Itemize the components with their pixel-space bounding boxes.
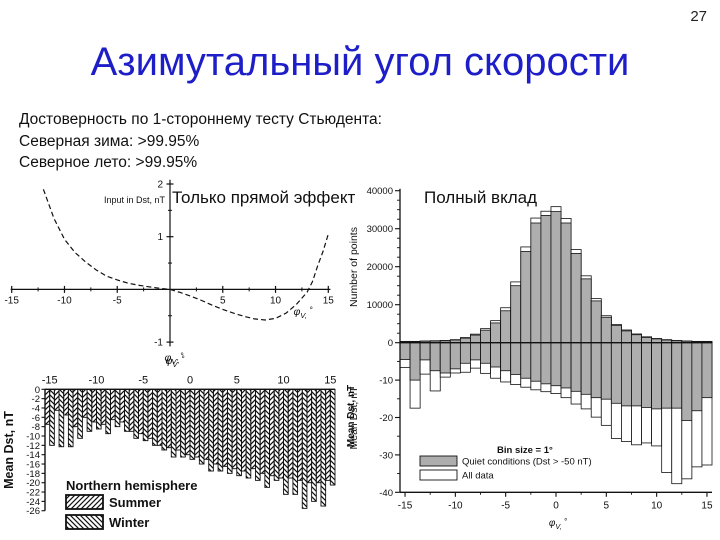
svg-text:-14: -14 xyxy=(26,450,40,461)
svg-text:-10: -10 xyxy=(57,295,72,306)
svg-text:-15: -15 xyxy=(398,500,413,511)
svg-text:-10: -10 xyxy=(379,376,393,387)
page-title: Азимутальный угол скорости xyxy=(90,40,630,84)
svg-text:-15: -15 xyxy=(42,374,58,386)
svg-text:10: 10 xyxy=(651,500,663,511)
svg-text:Mean Dst, nT: Mean Dst, nT xyxy=(348,386,360,450)
svg-text:-26: -26 xyxy=(26,506,40,517)
svg-text:-4: -4 xyxy=(32,403,40,414)
svg-text:1: 1 xyxy=(157,232,163,243)
input-curve-chart: -15 -10 -5 5 10 15 2 1 -1 Input in Dst, nT φV, ° φV… xyxy=(0,175,340,370)
svg-text:-12: -12 xyxy=(26,441,40,452)
svg-text:-10: -10 xyxy=(448,500,463,511)
svg-text:Northern hemisphere: Northern hemisphere xyxy=(66,478,197,493)
svg-text:-2: -2 xyxy=(32,394,40,405)
svg-text:-30: -30 xyxy=(379,450,393,461)
svg-text:-8: -8 xyxy=(32,422,40,433)
stats-line-2: Северная зима: >99.95% xyxy=(19,132,200,150)
svg-text:-22: -22 xyxy=(26,488,40,499)
svg-text:Summer: Summer xyxy=(109,495,161,510)
svg-text:0: 0 xyxy=(388,338,393,349)
svg-text:Quiet conditions (Dst > -50 nT: Quiet conditions (Dst > -50 nT) xyxy=(462,457,592,468)
svg-text:Winter: Winter xyxy=(109,515,149,530)
input-curve-svg: -15 -10 -5 5 10 15 2 1 -1 Input in Dst, nT φV, ° φV… xyxy=(4,180,335,366)
svg-text:10: 10 xyxy=(277,374,289,386)
svg-text:15: 15 xyxy=(324,374,336,386)
svg-text:φV, °: φV, ° xyxy=(293,305,313,320)
svg-text:-24: -24 xyxy=(26,497,40,508)
svg-text:φV' °: φV' ° xyxy=(164,351,184,366)
svg-text:10000: 10000 xyxy=(367,300,393,311)
svg-text:40000: 40000 xyxy=(367,186,393,197)
svg-text:-15: -15 xyxy=(4,295,19,306)
stats-line-3: Северное лето: >99.95% xyxy=(19,154,198,171)
svg-text:-5: -5 xyxy=(138,374,148,386)
stats-line-1: Достоверность по 1-стороннему тесту Стью… xyxy=(19,111,382,128)
svg-text:10: 10 xyxy=(270,295,282,306)
svg-text:Input in Dst, nT: Input in Dst, nT xyxy=(104,195,166,205)
svg-text:5: 5 xyxy=(234,374,240,386)
full-contribution-svg: 40000 30000 20000 10000 0 -10 -20 -30 -40 -15 -10 -… xyxy=(348,186,713,531)
svg-text:5: 5 xyxy=(604,500,610,511)
svg-text:Number of points: Number of points xyxy=(348,227,360,307)
svg-text:-20: -20 xyxy=(26,478,40,489)
stats-block: Достоверность по 1-стороннему тесту Стью… xyxy=(19,109,382,174)
svg-text:-5: -5 xyxy=(113,295,122,306)
svg-text:-18: -18 xyxy=(26,469,40,480)
svg-text:-5: -5 xyxy=(501,500,510,511)
hemisphere-bar-chart: -15 -10 -5 0 5 10 15 φV' ° 0 -2 -4 -6 -8 -10 -12 -14 -16… xyxy=(0,340,365,540)
svg-text:-10: -10 xyxy=(88,374,104,386)
svg-text:0: 0 xyxy=(553,500,559,511)
svg-text:-1: -1 xyxy=(154,338,163,349)
svg-text:-20: -20 xyxy=(379,413,393,424)
page-number: 27 xyxy=(690,8,707,25)
svg-text:-10: -10 xyxy=(26,432,40,443)
svg-text:Mean Dst, nT: Mean Dst, nT xyxy=(2,411,16,489)
svg-text:φV, °: φV, ° xyxy=(549,517,568,531)
svg-text:2: 2 xyxy=(157,180,163,191)
svg-text:15: 15 xyxy=(323,295,335,306)
svg-text:0: 0 xyxy=(35,385,40,396)
direct-effect-label: Только прямой эффект xyxy=(172,188,356,207)
svg-text:-40: -40 xyxy=(379,488,393,499)
svg-text:All data: All data xyxy=(462,471,494,482)
svg-text:Mean Dst, nT: Mean Dst, nT xyxy=(346,385,357,447)
svg-text:Bin size = 1°: Bin size = 1° xyxy=(497,445,553,456)
svg-text:-16: -16 xyxy=(26,460,40,471)
svg-text:-6: -6 xyxy=(32,413,40,424)
svg-text:20000: 20000 xyxy=(367,262,393,273)
full-contribution-chart: 40000 30000 20000 10000 0 -10 -20 -30 -40 -15 -10 -… xyxy=(345,175,720,540)
svg-text:15: 15 xyxy=(701,500,713,511)
svg-text:0: 0 xyxy=(187,374,193,386)
svg-text:5: 5 xyxy=(220,295,226,306)
svg-text:φV' °: φV' ° xyxy=(165,354,185,369)
svg-text:30000: 30000 xyxy=(367,224,393,235)
full-contribution-label: Полный вклад xyxy=(424,188,537,207)
